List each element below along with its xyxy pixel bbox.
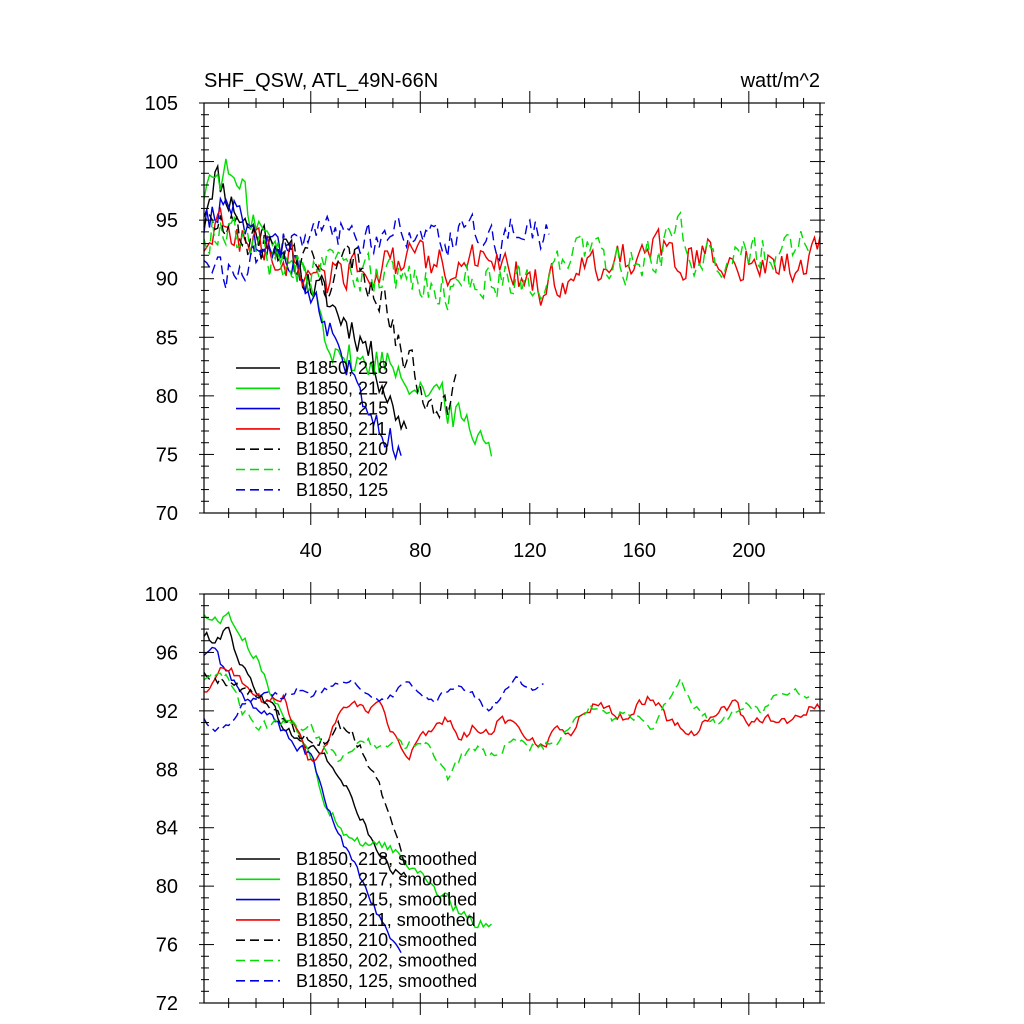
y-tick-label: 76: [156, 935, 178, 957]
legend-label: B1850, 218, smoothed: [296, 849, 477, 869]
y-tick-label: 96: [156, 642, 178, 664]
x-tick-label: 40: [300, 540, 322, 562]
legend-label: B1850, 215: [296, 399, 388, 419]
y-tick-label: 70: [156, 503, 178, 525]
y-tick-label: 84: [156, 818, 178, 840]
x-tick-label: 80: [409, 540, 431, 562]
series-line: [203, 206, 821, 306]
y-tick-label: 72: [156, 993, 178, 1015]
legend-label: B1850, 125, smoothed: [296, 971, 477, 991]
plot-frame: [203, 102, 821, 514]
series-line: [203, 646, 402, 954]
y-tick-label: 100: [145, 152, 178, 174]
series-line: [203, 675, 544, 733]
series-line: [203, 212, 550, 289]
y-tick-label: 92: [156, 701, 178, 723]
y-tick-label: 80: [156, 876, 178, 898]
legend-label: B1850, 125: [296, 480, 388, 500]
plot-frame: [203, 593, 821, 1004]
y-tick-label: 105: [145, 93, 178, 115]
y-tick-label: 85: [156, 327, 178, 349]
series-line: [203, 672, 408, 870]
series-line: [203, 672, 810, 782]
chart-title: SHF_QSW, ATL_49N-66N: [204, 70, 438, 92]
legend-label: B1850, 217: [296, 378, 388, 398]
y-tick-label: 100: [145, 584, 178, 606]
legend-label: B1850, 202, smoothed: [296, 951, 477, 971]
series-line: [203, 666, 821, 763]
legend-label: B1850, 218: [296, 358, 388, 378]
series-line: [203, 196, 402, 462]
ticks-layer: 70 75 80 85 90 95 100 105 40 80 120 160 200: [145, 91, 825, 562]
series-layer: [203, 610, 821, 954]
x-tick-label: 160: [623, 540, 656, 562]
legend-label: B1850, 210: [296, 439, 388, 459]
legend-label: B1850, 211: [296, 419, 387, 439]
series-line: [203, 610, 492, 929]
x-tick-label: 120: [513, 540, 546, 562]
y-tick-label: 75: [156, 444, 178, 466]
series-line: [203, 158, 493, 457]
series-layer: [203, 158, 821, 462]
legend-label: B1850, 210, smoothed: [296, 930, 477, 950]
y-tick-label: 88: [156, 759, 178, 781]
ticks-layer: 72 76 80 84 88 92 96 100: [145, 582, 825, 1015]
legend-label: B1850, 202: [296, 460, 388, 480]
units-label: watt/m^2: [740, 70, 820, 92]
y-tick-label: 90: [156, 269, 178, 291]
x-tick-label: 200: [732, 540, 765, 562]
legend-label: B1850, 211, smoothed: [296, 910, 476, 930]
legend-label: B1850, 215, smoothed: [296, 890, 477, 910]
y-tick-label: 80: [156, 386, 178, 408]
series-line: [203, 626, 408, 878]
series-line: [203, 213, 457, 420]
legend-label: B1850, 217, smoothed: [296, 869, 477, 889]
y-tick-label: 95: [156, 210, 178, 232]
top-panel: SHF_QSW, ATL_49N-66N watt/m^2 70 75 80 85 90…: [145, 70, 825, 562]
